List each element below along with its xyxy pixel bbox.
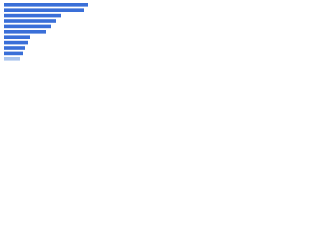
bar (4, 57, 20, 61)
bar (4, 8, 84, 12)
chart (4, 3, 88, 61)
bar (4, 40, 28, 45)
page: {"chart_data": {"type": "bar", "orientat… (0, 0, 100, 71)
bar (4, 19, 56, 23)
bar (4, 3, 88, 7)
bar (4, 13, 61, 18)
bar (4, 35, 30, 39)
bar (4, 30, 46, 34)
bar (4, 51, 23, 56)
bar (4, 46, 25, 50)
bar (4, 24, 51, 29)
